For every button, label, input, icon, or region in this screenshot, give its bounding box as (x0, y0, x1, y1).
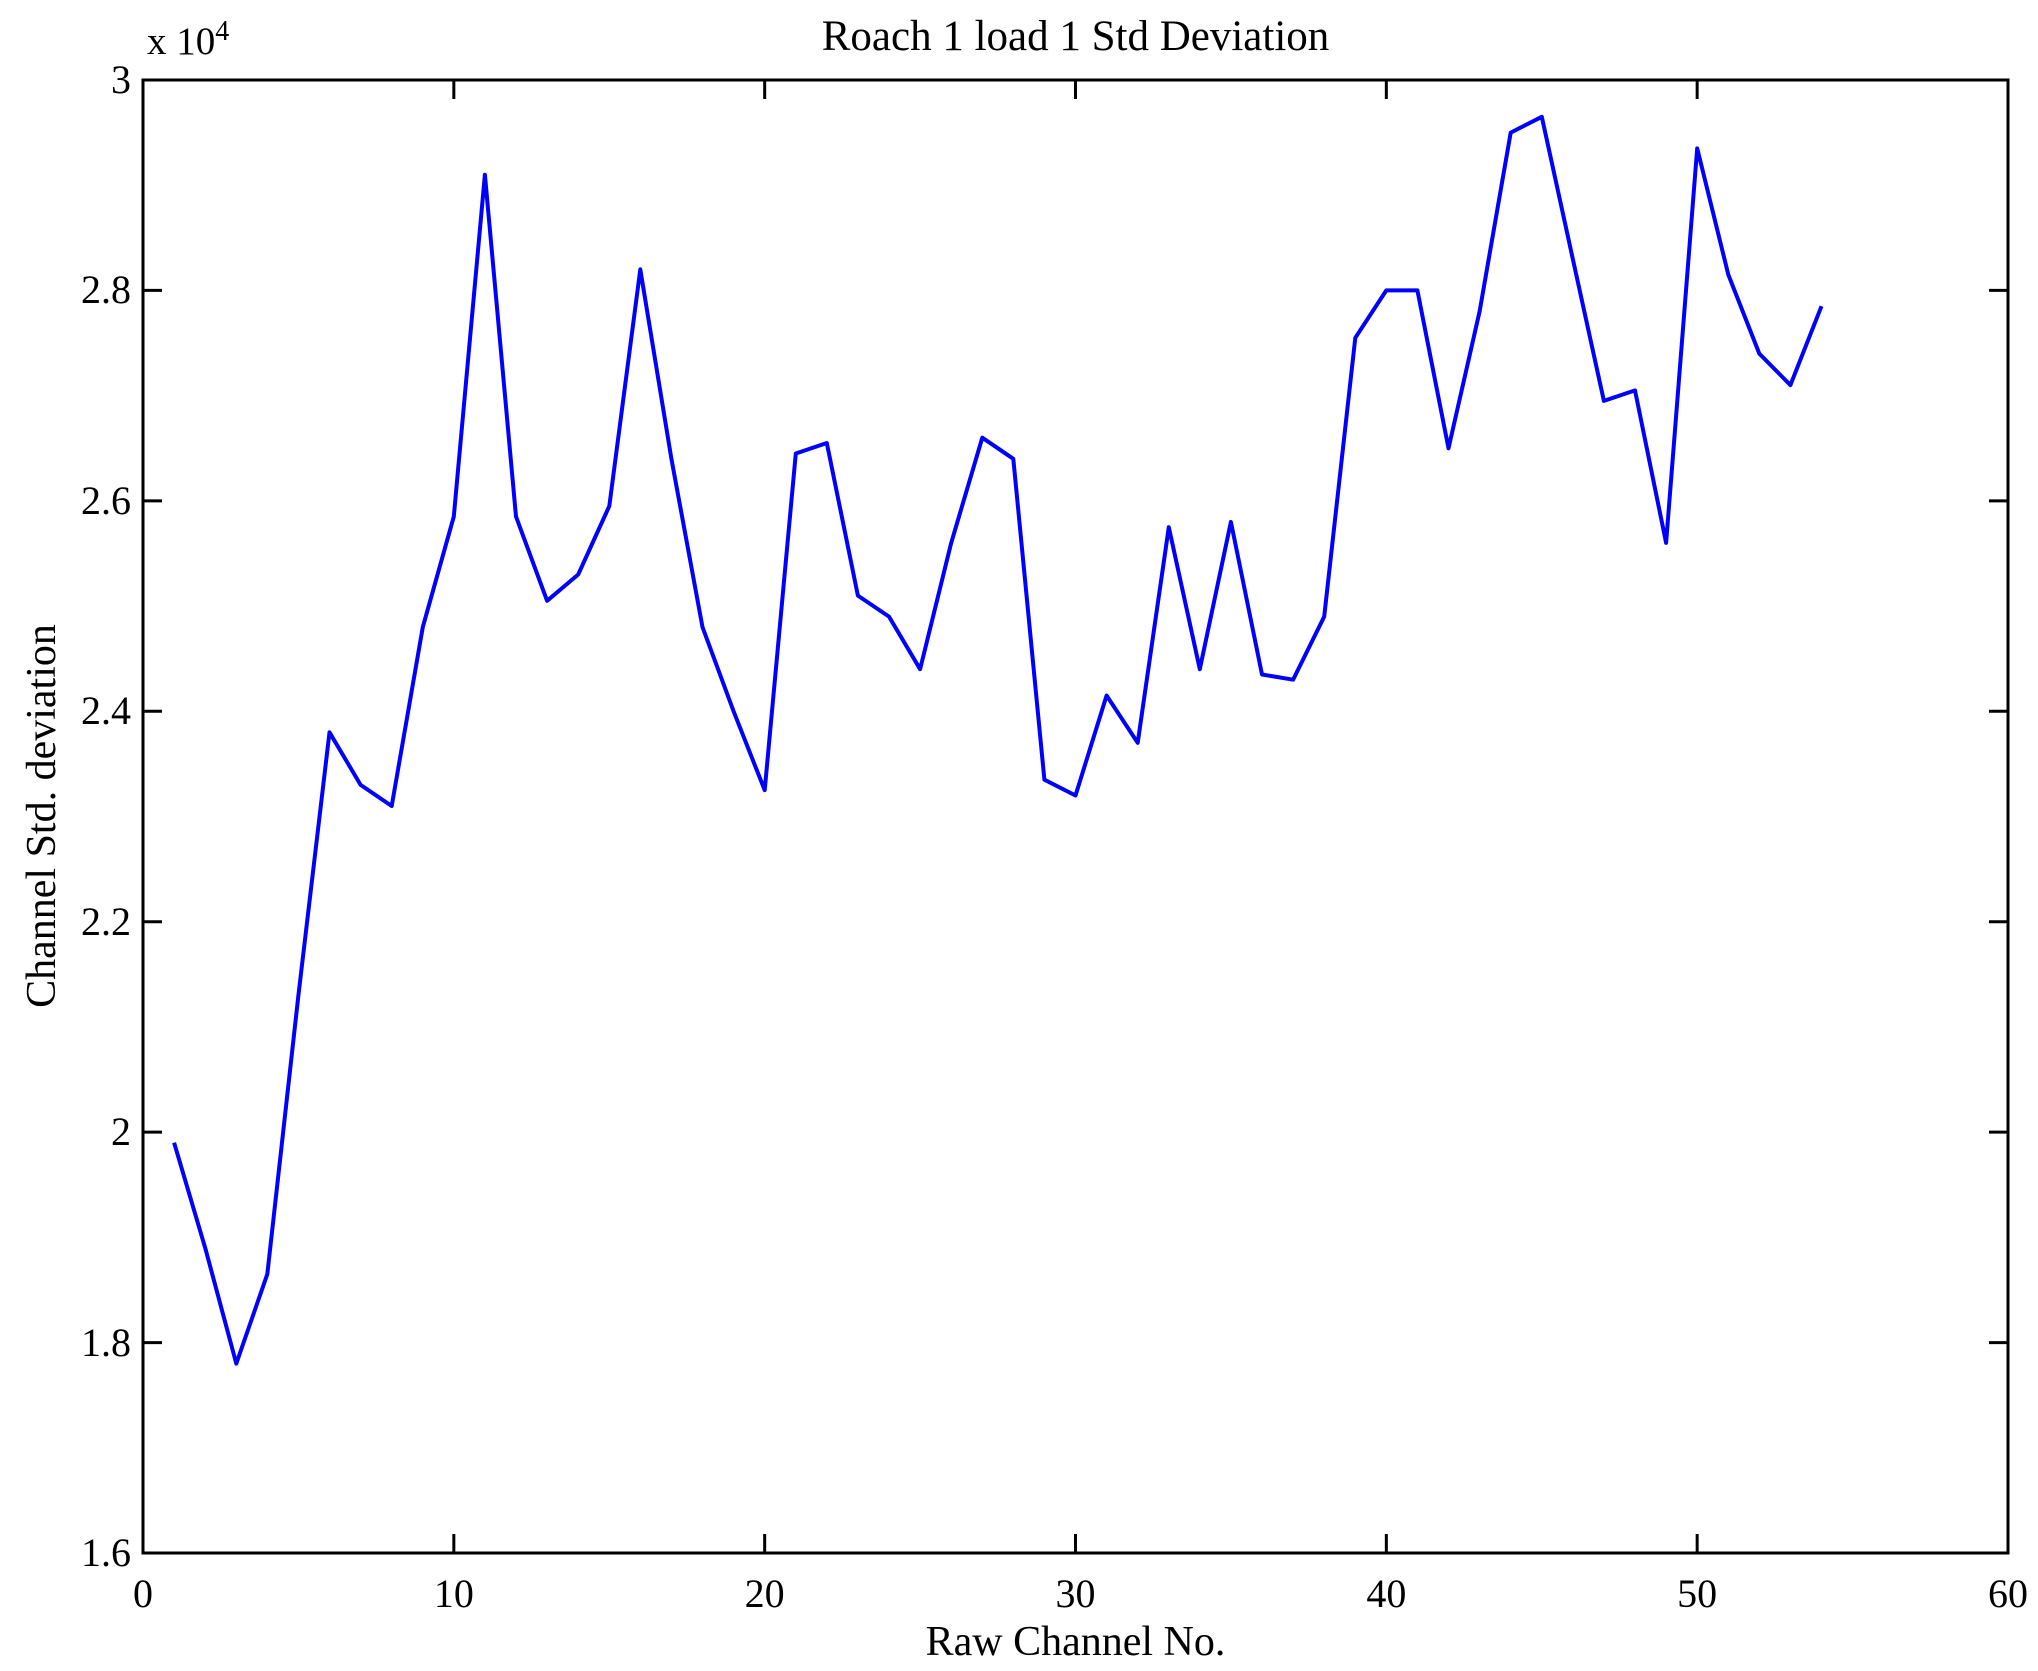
x-tick-label: 60 (1988, 1571, 2028, 1616)
x-tick-label: 20 (744, 1571, 785, 1616)
chart-title: Roach 1 load 1 Std Deviation (821, 13, 1330, 60)
y-axis-label: Channel Std. deviation (19, 624, 65, 1008)
x-tick-label: 10 (433, 1571, 474, 1616)
y-tick-label: 2.4 (81, 688, 131, 734)
y-tick-label: 1.8 (81, 1319, 131, 1365)
x-tick-label: 30 (1055, 1571, 1096, 1616)
plot-border (141, 78, 2010, 1555)
y-tick-label: 1.6 (81, 1530, 131, 1575)
x-tick-label: 0 (133, 1571, 153, 1616)
x-tick-label: 50 (1677, 1571, 1718, 1616)
y-axis-multiplier-exponent: 4 (215, 16, 230, 47)
x-axis-label: Raw Channel No. (925, 1619, 1226, 1665)
data-line (172, 114, 1824, 1366)
y-axis-multiplier: x 104 (147, 16, 229, 64)
y-axis-multiplier-base: x 10 (147, 20, 216, 63)
y-tick-label: 2.8 (81, 267, 131, 313)
y-tick-label: 2 (111, 1109, 131, 1155)
x-tick-label: 40 (1366, 1571, 1407, 1616)
y-tick-label: 2.6 (81, 477, 131, 523)
y-tick-label: 2.2 (81, 898, 131, 944)
y-tick-label: 3 (111, 57, 131, 102)
